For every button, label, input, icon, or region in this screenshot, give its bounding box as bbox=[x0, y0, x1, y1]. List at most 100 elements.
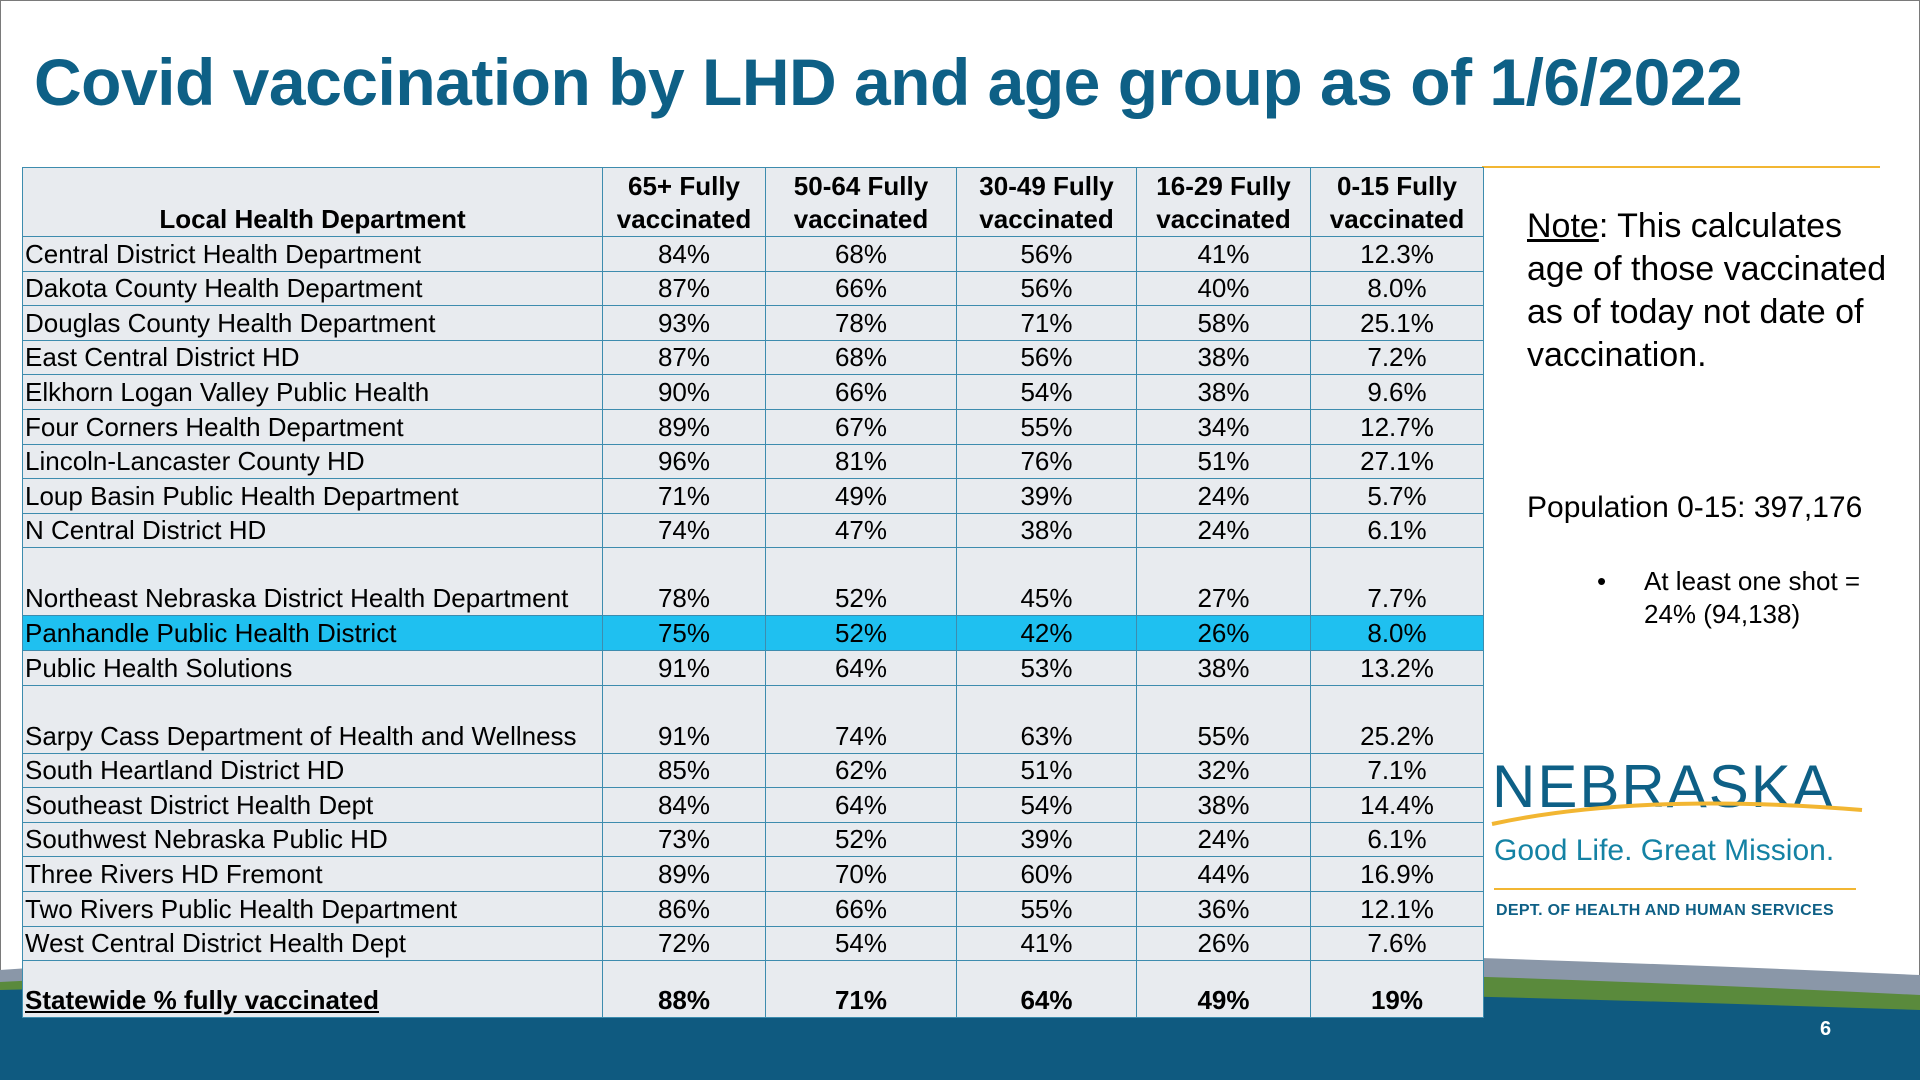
rate-30-49-cell: 54% bbox=[956, 374, 1137, 410]
population-text: Population 0-15: 397,176 bbox=[1527, 491, 1863, 524]
lhd-name-cell: Three Rivers HD Fremont bbox=[22, 856, 603, 892]
rate-50-64-cell: 47% bbox=[765, 512, 957, 549]
rate-30-49-cell: 56% bbox=[956, 236, 1137, 272]
lhd-name-cell: Southwest Nebraska Public HD bbox=[22, 821, 603, 858]
table-row: Southwest Nebraska Public HD 73% 52% 39%… bbox=[22, 821, 1484, 858]
page-title: Covid vaccination by LHD and age group a… bbox=[34, 45, 1743, 119]
rate-16-29-cell: 55% bbox=[1136, 684, 1311, 754]
rate-30-49-cell: 53% bbox=[956, 649, 1137, 686]
rate-30-49-cell: 54% bbox=[956, 787, 1137, 823]
rate-50-64-cell: 52% bbox=[765, 615, 957, 651]
rate-65-plus-cell: 91% bbox=[602, 649, 766, 686]
rate-50-64-cell: 66% bbox=[765, 374, 957, 410]
statewide-50-64-cell: 71% bbox=[765, 960, 957, 1019]
rate-65-plus-cell: 75% bbox=[602, 615, 766, 651]
table-row: Northeast Nebraska District Health Depar… bbox=[22, 547, 1484, 617]
rate-65-plus-cell: 87% bbox=[602, 270, 766, 307]
table-row: Dakota County Health Department 87% 66% … bbox=[22, 270, 1484, 307]
logo-department: DEPT. OF HEALTH AND HUMAN SERVICES bbox=[1496, 902, 1834, 919]
lhd-name-cell: East Central District HD bbox=[22, 339, 603, 376]
table-row: Douglas County Health Department 93% 78%… bbox=[22, 305, 1484, 341]
statewide-label-cell: Statewide % fully vaccinated bbox=[22, 960, 603, 1019]
rate-30-49-cell: 55% bbox=[956, 408, 1137, 445]
bullet-text: At least one shot = 24% (94,138) bbox=[1644, 566, 1861, 629]
table-row: Two Rivers Public Health Department 86% … bbox=[22, 890, 1484, 927]
rate-30-49-cell: 55% bbox=[956, 890, 1137, 927]
rate-16-29-cell: 38% bbox=[1136, 649, 1311, 686]
rate-0-15-cell: 5.7% bbox=[1310, 478, 1484, 514]
rate-65-plus-cell: 90% bbox=[602, 374, 766, 410]
column-header-30-49: 30-49 Fully vaccinated bbox=[956, 167, 1137, 237]
rate-0-15-cell: 12.7% bbox=[1310, 408, 1484, 445]
statewide-65-plus-cell: 88% bbox=[602, 960, 766, 1019]
table-row: Elkhorn Logan Valley Public Health 90% 6… bbox=[22, 374, 1484, 410]
rate-0-15-cell: 12.3% bbox=[1310, 236, 1484, 272]
lhd-name-cell: Northeast Nebraska District Health Depar… bbox=[22, 547, 603, 617]
note-callout: Note: This calculates age of those vacci… bbox=[1527, 205, 1887, 377]
page-number: 6 bbox=[1820, 1018, 1832, 1040]
table-row: West Central District Health Dept 72% 54… bbox=[22, 925, 1484, 962]
rate-16-29-cell: 26% bbox=[1136, 925, 1311, 962]
rate-16-29-cell: 36% bbox=[1136, 890, 1311, 927]
rate-16-29-cell: 26% bbox=[1136, 615, 1311, 651]
lhd-name-cell: Sarpy Cass Department of Health and Well… bbox=[22, 684, 603, 754]
column-header-lhd: Local Health Department bbox=[22, 167, 603, 237]
rate-0-15-cell: 25.1% bbox=[1310, 305, 1484, 341]
rate-50-64-cell: 64% bbox=[765, 787, 957, 823]
lhd-name-cell: South Heartland District HD bbox=[22, 752, 603, 789]
rate-65-plus-cell: 84% bbox=[602, 236, 766, 272]
rate-50-64-cell: 68% bbox=[765, 236, 957, 272]
rate-30-49-cell: 42% bbox=[956, 615, 1137, 651]
vaccination-table: Local Health Department 65+ Fully vaccin… bbox=[22, 167, 1484, 1019]
lhd-name-cell: Two Rivers Public Health Department bbox=[22, 890, 603, 927]
lhd-name-cell: Loup Basin Public Health Department bbox=[22, 478, 603, 514]
rate-0-15-cell: 9.6% bbox=[1310, 374, 1484, 410]
rate-30-49-cell: 60% bbox=[956, 856, 1137, 892]
rate-16-29-cell: 38% bbox=[1136, 374, 1311, 410]
table-row-highlighted: Panhandle Public Health District 75% 52%… bbox=[22, 615, 1484, 651]
rate-50-64-cell: 66% bbox=[765, 270, 957, 307]
rate-65-plus-cell: 96% bbox=[602, 443, 766, 480]
logo-swoosh-icon bbox=[1491, 801, 1863, 826]
rate-50-64-cell: 52% bbox=[765, 547, 957, 617]
rate-65-plus-cell: 89% bbox=[602, 408, 766, 445]
rate-30-49-cell: 38% bbox=[956, 512, 1137, 549]
rate-0-15-cell: 6.1% bbox=[1310, 512, 1484, 549]
rate-0-15-cell: 14.4% bbox=[1310, 787, 1484, 823]
rate-65-plus-cell: 71% bbox=[602, 478, 766, 514]
rate-0-15-cell: 12.1% bbox=[1310, 890, 1484, 927]
rate-50-64-cell: 78% bbox=[765, 305, 957, 341]
logo-tagline: Good Life. Great Mission. bbox=[1494, 834, 1835, 867]
lhd-name-cell: Public Health Solutions bbox=[22, 649, 603, 686]
rate-0-15-cell: 7.2% bbox=[1310, 339, 1484, 376]
rate-65-plus-cell: 84% bbox=[602, 787, 766, 823]
rate-0-15-cell: 6.1% bbox=[1310, 821, 1484, 858]
rate-16-29-cell: 32% bbox=[1136, 752, 1311, 789]
rate-65-plus-cell: 78% bbox=[602, 547, 766, 617]
rate-30-49-cell: 41% bbox=[956, 925, 1137, 962]
table-header-row: Local Health Department 65+ Fully vaccin… bbox=[22, 167, 1484, 237]
rate-30-49-cell: 56% bbox=[956, 339, 1137, 376]
table-row: Central District Health Department 84% 6… bbox=[22, 236, 1484, 272]
rate-65-plus-cell: 86% bbox=[602, 890, 766, 927]
logo-wordmark: NEBRASKA bbox=[1492, 753, 1835, 820]
lhd-name-cell: Four Corners Health Department bbox=[22, 408, 603, 445]
rate-0-15-cell: 16.9% bbox=[1310, 856, 1484, 892]
rate-50-64-cell: 49% bbox=[765, 478, 957, 514]
rate-16-29-cell: 38% bbox=[1136, 787, 1311, 823]
logo-divider bbox=[1494, 888, 1856, 890]
rate-16-29-cell: 51% bbox=[1136, 443, 1311, 480]
lhd-name-cell: N Central District HD bbox=[22, 512, 603, 549]
table-row: Sarpy Cass Department of Health and Well… bbox=[22, 684, 1484, 754]
rate-50-64-cell: 64% bbox=[765, 649, 957, 686]
lhd-name-cell: Panhandle Public Health District bbox=[22, 615, 603, 651]
rate-30-49-cell: 45% bbox=[956, 547, 1137, 617]
rate-65-plus-cell: 72% bbox=[602, 925, 766, 962]
rate-0-15-cell: 25.2% bbox=[1310, 684, 1484, 754]
rate-0-15-cell: 7.7% bbox=[1310, 547, 1484, 617]
rate-50-64-cell: 66% bbox=[765, 890, 957, 927]
lhd-name-cell: Central District Health Department bbox=[22, 236, 603, 272]
rate-16-29-cell: 34% bbox=[1136, 408, 1311, 445]
table-row: South Heartland District HD 85% 62% 51% … bbox=[22, 752, 1484, 789]
rate-16-29-cell: 44% bbox=[1136, 856, 1311, 892]
